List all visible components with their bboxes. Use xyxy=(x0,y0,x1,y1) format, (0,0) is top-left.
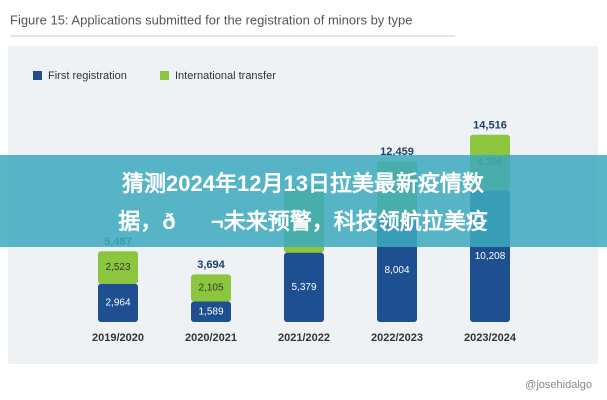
x-tick-label: 2020/2021 xyxy=(185,332,237,344)
value-label: 2,523 xyxy=(105,262,130,273)
total-label: 14,516 xyxy=(473,120,507,132)
banner-line: 猜测2024年12月13日拉美最新疫情数 xyxy=(121,171,485,196)
legend-label: First registration xyxy=(48,70,127,82)
total-label: 3,694 xyxy=(197,259,225,271)
x-tick-label: 2021/2022 xyxy=(278,332,330,344)
watermark: @josehidalgo xyxy=(525,379,592,391)
bar-segment xyxy=(98,283,138,322)
bar-segment xyxy=(284,252,324,322)
value-label: 2,964 xyxy=(105,298,130,309)
x-tick-label: 2019/2020 xyxy=(92,332,144,344)
x-tick-label: 2023/2024 xyxy=(464,332,517,344)
bar-segment xyxy=(191,274,231,302)
legend-swatch xyxy=(33,71,42,80)
value-label: 1,589 xyxy=(198,306,223,317)
banner-line: 据，ð¬未来预警，科技领航拉美疫 xyxy=(118,209,488,234)
value-label: 2,105 xyxy=(198,283,223,294)
value-label: 5,379 xyxy=(291,282,316,293)
x-tick-label: 2022/2023 xyxy=(371,332,423,344)
bar-segment xyxy=(98,251,138,284)
legend-swatch xyxy=(160,71,169,80)
value-label: 8,004 xyxy=(384,265,409,276)
figure-title: Figure 15: Applications submitted for th… xyxy=(10,12,412,27)
bar-segment xyxy=(191,301,231,322)
legend-label: International transfer xyxy=(175,70,276,82)
value-label: 10,208 xyxy=(475,251,506,262)
banner xyxy=(0,155,607,247)
